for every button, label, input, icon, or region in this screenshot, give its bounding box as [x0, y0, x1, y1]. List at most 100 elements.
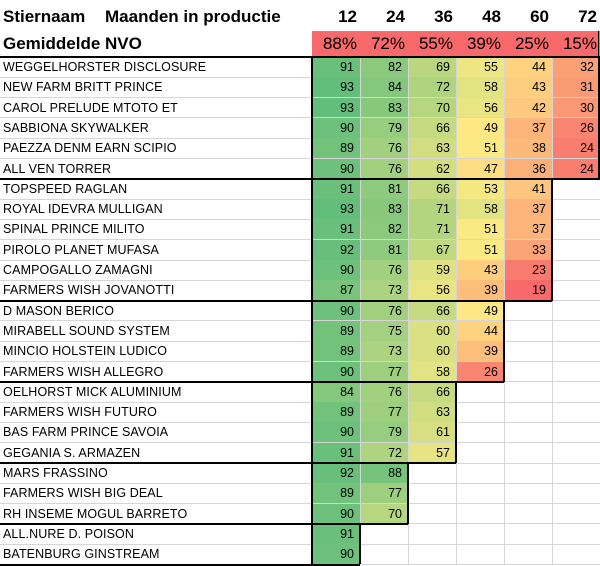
data-cell-72: 30 [552, 97, 600, 118]
header-month-24: 24 [386, 7, 405, 26]
row-name: BATENBURG GINSTREAM [3, 547, 160, 562]
average-label: Gemiddelde NVO [3, 34, 142, 53]
data-cell-36: 63 [408, 402, 456, 423]
row-gridline [0, 158, 600, 159]
data-cell-48: 51 [456, 219, 504, 240]
row-gridline [0, 239, 600, 240]
average-value-48: 39% [466, 34, 501, 53]
row-gridline [0, 401, 600, 403]
group-bottom-border [0, 177, 600, 180]
data-cell-60: 33 [504, 239, 552, 260]
data-cell-36: 56 [408, 280, 456, 301]
data-cell-24: 72 [360, 442, 408, 463]
row-gridline [0, 421, 600, 423]
data-cell-12: 87 [312, 280, 360, 301]
column-gridline [407, 57, 408, 565]
data-cell-12: 84 [312, 381, 360, 403]
data-cell-36: 72 [408, 77, 456, 98]
group-right-border [359, 523, 361, 565]
row-name: ALL VEN TORRER [3, 161, 112, 176]
data-cell-12: 90 [312, 158, 360, 179]
group-right-border [455, 381, 457, 463]
data-cell-12: 91 [312, 523, 360, 545]
average-value-24: 72% [370, 34, 405, 53]
average-value-60: 25% [514, 34, 549, 53]
header-month-12: 12 [338, 7, 357, 26]
data-cell-48: 43 [456, 260, 504, 281]
row-name: CAMPOGALLO ZAMAGNI [3, 263, 153, 277]
group-bottom-border [0, 462, 456, 464]
group-bottom-border [0, 299, 552, 302]
row-gridline [0, 259, 600, 260]
data-cell-36: 66 [408, 381, 456, 403]
data-cell-36: 59 [408, 260, 456, 281]
data-cell-36: 66 [408, 117, 456, 139]
data-cell-72: 24 [552, 158, 600, 179]
name-column-border [311, 57, 313, 565]
data-cell-24: 77 [360, 361, 408, 382]
group-right-border [407, 463, 409, 524]
average-value-72: 15% [562, 34, 597, 53]
row-name: ROYAL IDEVRA MULLIGAN [3, 202, 163, 217]
data-cell-12: 91 [312, 219, 360, 240]
group-bottom-border [0, 522, 408, 525]
data-cell-48: 58 [456, 77, 504, 98]
data-cell-12: 90 [312, 361, 360, 382]
data-cell-12: 92 [312, 239, 360, 260]
data-cell-60: 38 [504, 138, 552, 159]
row-name: MINCIO HOLSTEIN LUDICO [3, 344, 168, 359]
data-cell-36: 63 [408, 138, 456, 159]
row-name: D MASON BERICO [3, 303, 115, 318]
average-row-background [312, 31, 600, 57]
row-gridline [0, 340, 600, 342]
data-cell-24: 76 [360, 158, 408, 179]
data-cell-12: 89 [312, 138, 360, 159]
data-cell-12: 90 [312, 422, 360, 443]
row-name: SABBIONA SKYWALKER [3, 120, 149, 135]
data-cell-24: 70 [360, 503, 408, 524]
data-cell-24: 76 [360, 381, 408, 403]
data-cell-12: 90 [312, 544, 360, 565]
column-gridline [455, 57, 456, 565]
data-cell-24: 84 [360, 77, 408, 98]
data-cell-60: 41 [504, 178, 552, 200]
row-gridline [0, 117, 600, 118]
header-name-column: Stiernaam [3, 7, 86, 26]
data-cell-36: 70 [408, 97, 456, 118]
row-name: FARMERS WISH FUTURO [3, 405, 157, 420]
data-cell-36: 67 [408, 239, 456, 260]
row-name: BAS FARM PRINCE SAVOIA [3, 425, 169, 440]
average-value-36: 55% [418, 34, 453, 53]
data-cell-24: 73 [360, 280, 408, 301]
data-cell-48: 53 [456, 178, 504, 200]
row-name: ALL.NURE D. POISON [3, 526, 134, 541]
data-cell-48: 39 [456, 341, 504, 362]
group-bottom-border [0, 563, 360, 566]
data-cell-36: 66 [408, 300, 456, 321]
data-cell-12: 93 [312, 199, 360, 220]
row-gridline [0, 442, 600, 443]
data-cell-60: 37 [504, 117, 552, 139]
row-gridline [0, 320, 600, 321]
data-cell-12: 89 [312, 341, 360, 362]
data-cell-24: 83 [360, 199, 408, 220]
data-cell-24: 83 [360, 97, 408, 118]
data-cell-48: 49 [456, 300, 504, 321]
data-cell-12: 93 [312, 97, 360, 118]
row-name: WEGGELHORSTER DISCLOSURE [3, 60, 207, 74]
row-name: MARS FRASSINO [3, 466, 108, 480]
data-cell-48: 49 [456, 117, 504, 139]
data-cell-48: 47 [456, 158, 504, 179]
average-value-12: 88% [322, 34, 357, 53]
row-gridline [0, 137, 600, 139]
data-cell-24: 76 [360, 300, 408, 321]
data-cell-24: 79 [360, 117, 408, 139]
row-name: PAEZZA DENM EARN SCIPIO [3, 141, 177, 156]
data-cell-36: 69 [408, 57, 456, 78]
data-cell-72: 31 [552, 77, 600, 98]
table-top-border [0, 56, 600, 58]
row-name: CAROL PRELUDE MTOTO ET [3, 100, 178, 115]
data-cell-36: 60 [408, 341, 456, 362]
row-name: SPINAL PRINCE MILITO [3, 222, 145, 237]
column-gridline [551, 57, 552, 565]
